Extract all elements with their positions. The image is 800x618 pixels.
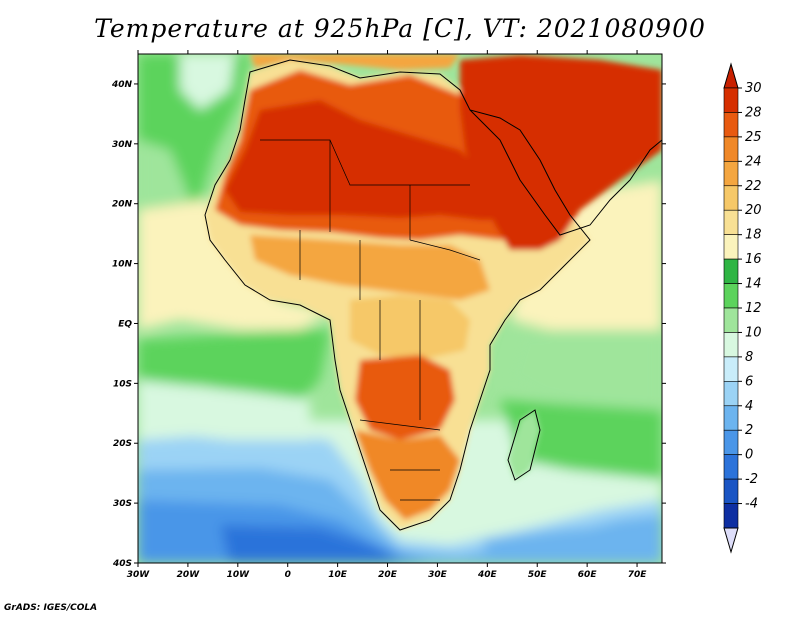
latitude-axis: 40N 30N 20N 10N EQ 10S 20S 30S 40S <box>111 80 666 569</box>
colorbar-label: 6 <box>745 374 753 389</box>
colorbar-swatch <box>723 185 739 211</box>
lat-tick-label: EQ <box>118 319 132 329</box>
africa-coastline <box>204 59 591 531</box>
ocean-south-atl-12 <box>138 380 310 440</box>
lon-tick-label: 40E <box>477 570 498 580</box>
colorbar-label: 25 <box>745 130 762 145</box>
ocean-indian-14 <box>500 400 662 480</box>
lon-tick-label: 30W <box>127 570 151 580</box>
colorbar-swatch <box>723 503 739 529</box>
sahara-hot-30 <box>225 100 550 220</box>
ocean-indian-16 <box>505 330 662 410</box>
ocean-band-8-east <box>480 525 662 563</box>
ocean-canary-12 <box>180 54 235 110</box>
colorbar-label: 14 <box>745 277 762 292</box>
colorbar-swatch <box>723 356 739 382</box>
lat-tick-label: 10N <box>112 260 133 270</box>
colorbar-swatch <box>723 161 739 187</box>
map-title: Temperature at 925hPa [C], VT: 202108090… <box>94 14 706 43</box>
colorbar-label: 0 <box>745 448 753 463</box>
longitude-axis: 30W 20W 10W 0 10E 20E 30E 40E 50E 60E 70E <box>127 50 647 580</box>
sahel-24 <box>250 235 490 300</box>
colorbar-top-arrow <box>723 62 739 89</box>
colorbar-swatch <box>723 332 739 358</box>
temperature-field <box>138 54 662 563</box>
colorbar-swatch <box>723 112 739 138</box>
colorbar-label: 20 <box>745 203 762 218</box>
colorbar-label: -2 <box>745 472 758 487</box>
lon-tick-label: 10E <box>328 570 348 580</box>
lon-tick-label: 60E <box>578 570 598 580</box>
colorbar-label: 10 <box>745 325 762 340</box>
colorbar-label: -4 <box>745 497 758 512</box>
colorbar-swatch <box>723 234 739 260</box>
arabia-hot <box>460 55 662 250</box>
lon-tick-label: 20W <box>177 570 201 580</box>
lat-tick-label: 40S <box>112 559 132 569</box>
colorbar-label: 12 <box>745 301 762 316</box>
country-borders <box>260 139 481 501</box>
lon-tick-label: 10W <box>227 570 251 580</box>
lon-tick-label: 70E <box>628 570 648 580</box>
lon-tick-label: 20E <box>378 570 398 580</box>
grads-credit: GrADS: IGES/COLA <box>4 603 98 613</box>
map-frame <box>137 53 663 564</box>
colorbar-label: 28 <box>745 105 762 120</box>
lon-tick-label: 50E <box>528 570 548 580</box>
colorbar-swatch <box>723 283 739 309</box>
colorbar-label: 2 <box>745 423 753 438</box>
arabia-coastline <box>469 109 662 236</box>
colorbar-label: 8 <box>745 350 753 365</box>
ocean-indian-18 <box>510 180 662 330</box>
colorbar-swatch <box>723 478 739 504</box>
lon-tick-label: 30E <box>428 570 448 580</box>
colorbar-swatch <box>723 381 739 407</box>
colorbar-label: 22 <box>745 179 762 194</box>
colorbar-label: 16 <box>745 252 762 267</box>
colorbar-swatch <box>723 136 739 162</box>
colorbar-swatch <box>723 209 739 235</box>
colorbar-swatch <box>723 405 739 431</box>
colorbar-swatch <box>723 87 739 113</box>
colorbar-bottom-arrow <box>723 527 739 554</box>
colorbar-swatch <box>723 454 739 480</box>
colorbar-label: 18 <box>745 228 762 243</box>
colorbar-label: 24 <box>745 154 762 169</box>
lat-tick-label: 10S <box>113 379 132 389</box>
colorbar-swatch <box>723 258 739 284</box>
ocean-equatorial-14 <box>138 330 330 400</box>
southern-africa-25 <box>355 430 460 520</box>
colorbar-label: 30 <box>745 81 762 96</box>
madagascar-coastline <box>507 409 541 481</box>
lat-tick-label: 20N <box>112 200 133 210</box>
colorbar-swatch <box>723 429 739 455</box>
europe-coast-24 <box>250 54 460 70</box>
ocean-north-atl-16 <box>138 140 190 210</box>
colorbar-label: 4 <box>745 399 753 414</box>
lat-tick-label: 20S <box>113 439 132 449</box>
madagascar-land <box>508 410 540 480</box>
lat-tick-label: 40N <box>111 80 133 90</box>
lon-tick-label: 0 <box>285 570 291 580</box>
lat-tick-label: 30N <box>112 140 133 150</box>
southern-africa-28 <box>355 355 455 440</box>
lat-tick-label: 30S <box>113 499 132 509</box>
colorbar-swatch <box>723 307 739 333</box>
ocean-band-4 <box>220 525 400 563</box>
